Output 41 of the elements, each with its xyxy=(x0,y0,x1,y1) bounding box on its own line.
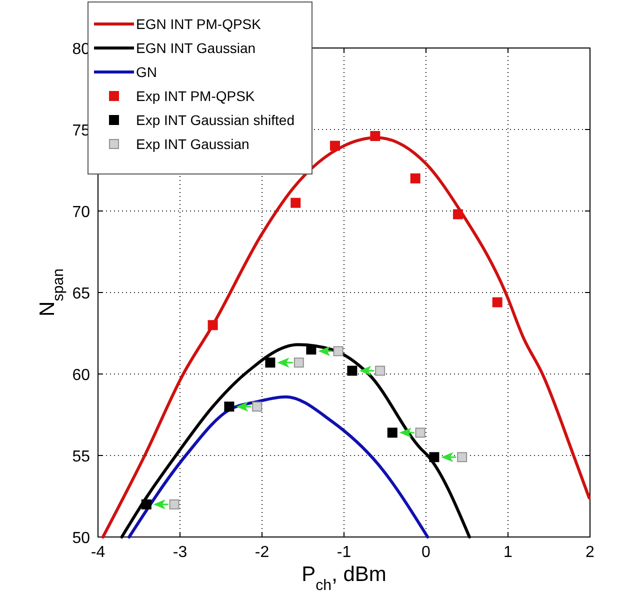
legend-label: Exp INT Gaussian xyxy=(136,136,250,152)
x-axis-title: P$_{ch}$, dBm xyxy=(302,563,386,594)
line-series xyxy=(128,395,430,538)
y-tick-label: 55 xyxy=(72,448,90,466)
y-tick-label: 70 xyxy=(72,204,90,221)
y-tick-label: 60 xyxy=(72,367,90,384)
point xyxy=(492,297,502,308)
x-tick-label: -2 xyxy=(254,544,270,561)
point xyxy=(452,209,463,220)
x-tick-label: 2 xyxy=(586,544,595,561)
point xyxy=(370,131,380,142)
y-tick-label: 50 xyxy=(72,530,90,547)
point xyxy=(306,344,316,355)
point xyxy=(333,346,344,356)
point xyxy=(387,428,398,438)
point xyxy=(347,366,358,376)
point xyxy=(375,366,386,376)
x-tick-label: 0 xyxy=(422,544,431,561)
point xyxy=(224,402,234,412)
point xyxy=(457,452,468,462)
x-tick-label: -3 xyxy=(172,544,188,561)
legend-label: GN xyxy=(136,64,157,80)
point xyxy=(169,499,180,510)
y-tick-label: 65 xyxy=(72,286,90,302)
legend-label: EGN INT PM-QPSK xyxy=(136,16,262,32)
x-tick-label: -4 xyxy=(90,544,106,561)
x-tick-label: 1 xyxy=(504,544,513,561)
point xyxy=(141,499,152,510)
point xyxy=(294,358,304,368)
point xyxy=(290,198,301,208)
legend-label: EGN INT Gaussian xyxy=(136,40,256,56)
point xyxy=(208,320,218,330)
point xyxy=(252,402,262,412)
point xyxy=(410,173,420,184)
point xyxy=(330,140,340,151)
legend-label: Exp INT PM-QPSK xyxy=(136,88,256,104)
point xyxy=(415,428,426,438)
x-tick-label: -1 xyxy=(336,544,352,561)
point xyxy=(265,358,276,368)
legend-label: Exp INT Gaussian shifted xyxy=(136,112,294,128)
point xyxy=(429,452,440,462)
